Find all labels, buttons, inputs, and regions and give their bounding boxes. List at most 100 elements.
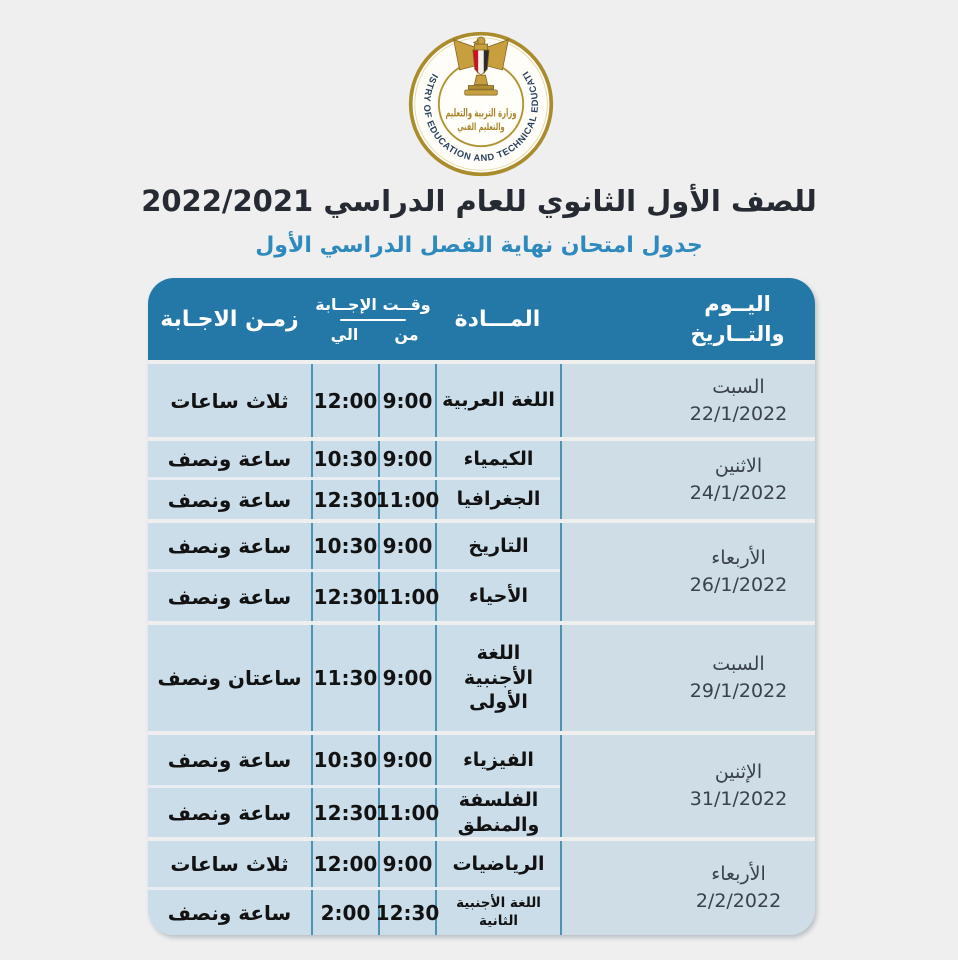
duration-cell: ساعة ونصف [148, 735, 311, 785]
to-time-cell: 10:30 [311, 441, 378, 477]
header-answer-time: وقــت الإجــابة من الي [311, 278, 435, 360]
flag-shield [472, 49, 490, 76]
header-day-date: اليــوم والتــاريخ [560, 278, 815, 360]
flag-black-stripe [483, 49, 490, 75]
from-time-cell: 9:00 [378, 523, 435, 569]
page-subtitle: جدول امتحان نهاية الفصل الدراسي الأول [255, 233, 703, 258]
flag-white-stripe [478, 49, 484, 76]
header-time-label: وقــت الإجــابة [315, 294, 431, 314]
day-date-cell: السبت 29/1/2022 [560, 625, 815, 731]
subject-cell: اللغة العربية [435, 364, 560, 437]
subject-cell: اللغة الأجنبية الأولى [435, 625, 560, 731]
duration-cell: ثلاث ساعات [148, 364, 311, 437]
day-date: 2/2/2022 [695, 890, 782, 913]
day-name: الإثنين [714, 761, 763, 784]
day-date-cell: الاثنين 24/1/2022 [560, 441, 815, 519]
to-time-cell: 11:30 [311, 625, 378, 731]
day-date-cell: الأربعاء 26/1/2022 [560, 523, 815, 621]
from-time-cell: 9:00 [378, 735, 435, 785]
header-day-line1: اليــوم [704, 291, 771, 316]
day-group: السبت 29/1/2022 اللغة الأجنبية الأولى 9:00 1… [148, 625, 815, 731]
to-time-cell: 12:30 [311, 572, 378, 621]
table-row: الجغرافيا 11:00 12:30 ساعة ونصف [148, 477, 560, 519]
eagle-base-bar [468, 85, 494, 90]
day-date: 22/1/2022 [689, 402, 788, 425]
day-date: 29/1/2022 [689, 680, 788, 702]
from-time-cell: 11:00 [376, 480, 439, 519]
day-date: 24/1/2022 [689, 482, 788, 504]
flag-red-stripe [472, 49, 479, 75]
header-time-underline [340, 318, 406, 321]
subject-rows: الرياضيات 9:00 12:00 ثلاث ساعات اللغة الأجنب… [148, 841, 560, 936]
table-row: اللغة العربية 9:00 12:00 ثلاث ساعات [148, 364, 560, 437]
day-name: الاثنين [714, 455, 763, 478]
header-subject: المـــادة [454, 306, 541, 332]
eagle-banner [464, 89, 498, 96]
table-row: اللغة الأجنبية الأولى 9:00 11:30 ساعتان ونص… [148, 625, 560, 731]
header-to: الي [330, 324, 359, 344]
subject-rows: التاريخ 9:00 10:30 ساعة ونصف الأحياء 11:00 12:… [148, 523, 560, 621]
subject-rows: الفيزياء 9:00 10:30 ساعة ونصف الفلسفة والمنط… [148, 735, 560, 838]
day-date: 31/1/2022 [689, 788, 788, 811]
day-name: السبت [712, 375, 765, 398]
subject-cell: الرياضيات [435, 841, 560, 888]
subject-cell: الجغرافيا [435, 480, 560, 519]
day-name: السبت [712, 653, 765, 676]
subject-cell: الأحياء [435, 572, 560, 621]
header-duration: زمـن الاجـابة [160, 306, 299, 332]
day-date-cell: الإثنين 31/1/2022 [560, 735, 815, 838]
to-time-cell: 10:30 [311, 523, 378, 569]
from-time-cell: 12:30 [376, 890, 439, 936]
table-row: الكيمياء 9:00 10:30 ساعة ونصف [148, 441, 560, 477]
day-date: 26/1/2022 [689, 574, 788, 596]
duration-cell: ثلاث ساعات [148, 841, 311, 888]
duration-cell: ساعة ونصف [148, 890, 311, 936]
duration-cell: ساعة ونصف [148, 787, 311, 838]
duration-cell: ساعة ونصف [148, 441, 311, 477]
subject-cell: الفيزياء [435, 735, 560, 785]
table-row: التاريخ 9:00 10:30 ساعة ونصف [148, 523, 560, 569]
from-time-cell: 9:00 [378, 625, 435, 731]
day-group: الإثنين 31/1/2022 الفيزياء 9:00 10:30 ساعة ون… [148, 735, 815, 838]
from-time-cell: 9:00 [378, 364, 435, 437]
day-name: الأربعاء [711, 547, 766, 570]
logo-arabic-line1: وزارة التربية والتعليم [445, 107, 516, 120]
day-group: الأربعاء 2/2/2022 الرياضيات 9:00 12:00 ثلاث س… [148, 841, 815, 936]
table-body: السبت 22/1/2022 اللغة العربية 9:00 12:00 ثلاث… [148, 364, 815, 936]
duration-cell: ساعتان ونصف [148, 625, 311, 731]
day-name: الأربعاء [711, 863, 766, 886]
subject-rows: اللغة الأجنبية الأولى 9:00 11:30 ساعتان ونص… [148, 625, 560, 731]
eagle-tail [473, 74, 489, 86]
day-group: السبت 22/1/2022 اللغة العربية 9:00 12:00 ثلاث… [148, 364, 815, 437]
from-time-cell: 9:00 [378, 441, 435, 477]
table-row: الرياضيات 9:00 12:00 ثلاث ساعات [148, 841, 560, 888]
eagle-beak [472, 39, 479, 45]
day-group: الأربعاء 26/1/2022 التاريخ 9:00 10:30 ساعة ون… [148, 523, 815, 621]
from-time-cell: 11:00 [376, 572, 439, 621]
table-row: الأحياء 11:00 12:30 ساعة ونصف [148, 569, 560, 621]
duration-cell: ساعة ونصف [148, 480, 311, 519]
to-time-cell: 12:00 [311, 364, 378, 437]
subject-cell: التاريخ [435, 523, 560, 569]
duration-cell: ساعة ونصف [148, 523, 311, 569]
logo-arabic-line2: والتعليم الفني [457, 122, 504, 133]
table-row: اللغة الأجنبية الثانية 12:30 2:00 ساعة ونصف [148, 887, 560, 936]
exam-schedule-table: اليــوم والتــاريخ المـــادة وقــت الإجـ… [148, 278, 815, 936]
subject-cell: الكيمياء [435, 441, 560, 477]
day-date-cell: السبت 22/1/2022 [560, 364, 815, 437]
from-time-cell: 11:00 [376, 787, 439, 838]
subject-rows: اللغة العربية 9:00 12:00 ثلاث ساعات [148, 364, 560, 437]
ministry-seal: MINISTRY OF EDUCATION AND TECHNICAL EDUC… [403, 22, 554, 177]
to-time-cell: 10:30 [311, 735, 378, 785]
ministry-logo: MINISTRY OF EDUCATION AND TECHNICAL EDUC… [403, 22, 555, 178]
subject-rows: الكيمياء 9:00 10:30 ساعة ونصف الجغرافيا 11:00… [148, 441, 560, 519]
to-time-cell: 12:30 [311, 480, 378, 519]
header-from: من [394, 324, 419, 344]
subject-cell: الفلسفة والمنطق [435, 787, 560, 838]
page-title: للصف الأول الثانوي للعام الدراسي 2022/20… [141, 184, 817, 218]
to-time-cell: 12:30 [311, 787, 378, 838]
day-group: الاثنين 24/1/2022 الكيمياء 9:00 10:30 ساعة ون… [148, 441, 815, 519]
shield-outline [472, 49, 490, 76]
to-time-cell: 2:00 [311, 890, 378, 936]
